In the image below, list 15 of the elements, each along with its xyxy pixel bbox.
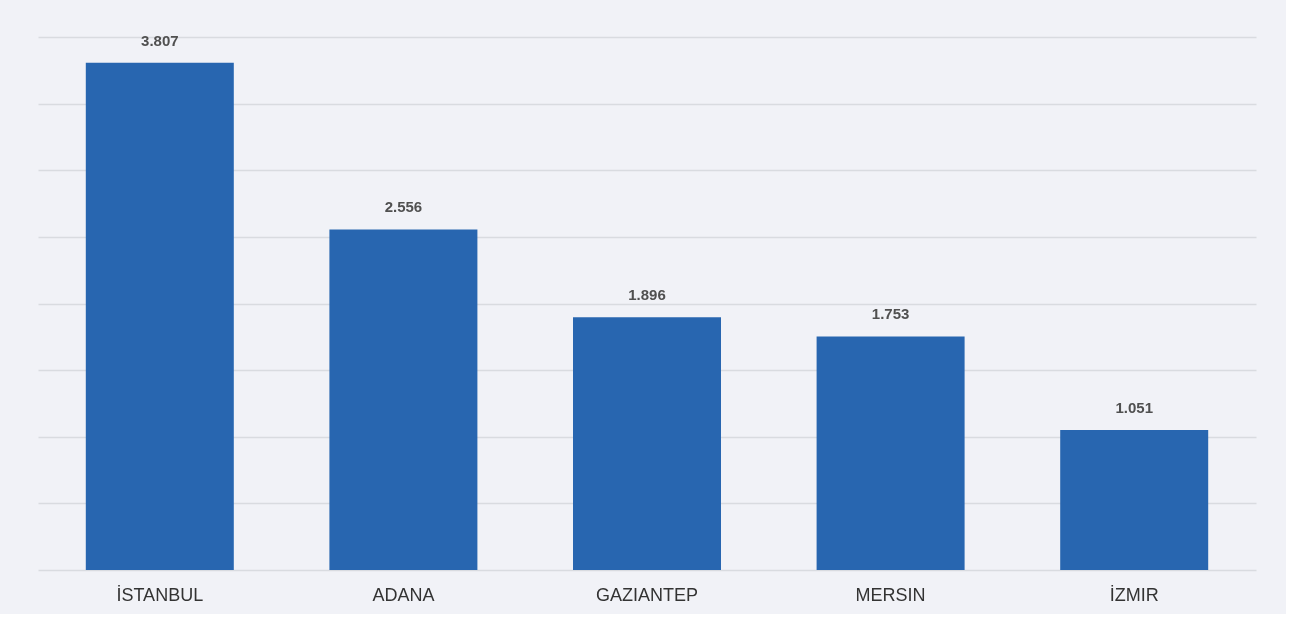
data-label: 3.807 bbox=[141, 31, 179, 49]
x-tick-label: GAZIANTEP bbox=[595, 584, 699, 605]
bar bbox=[85, 62, 234, 570]
x-tick-label: MERSIN bbox=[855, 584, 926, 605]
x-tick-label: ADANA bbox=[372, 584, 435, 605]
data-label: 1.753 bbox=[871, 305, 910, 323]
data-label: 1.051 bbox=[1115, 398, 1153, 416]
data-label: 1.896 bbox=[628, 286, 666, 304]
x-tick-label: İSTANBUL bbox=[116, 584, 204, 605]
bar bbox=[816, 336, 965, 570]
bar bbox=[1060, 429, 1209, 570]
x-tick-label: İZMIR bbox=[1109, 584, 1159, 605]
data-label: 2.556 bbox=[384, 198, 423, 216]
bar bbox=[573, 317, 721, 570]
bar bbox=[329, 229, 478, 570]
